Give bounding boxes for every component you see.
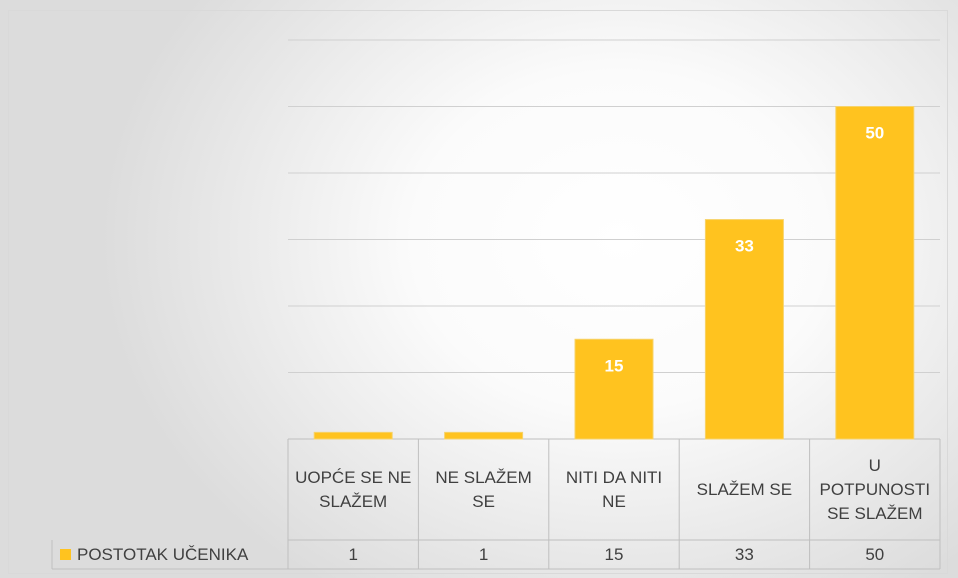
legend-label: POSTOTAK UČENIKA [77, 544, 249, 564]
chart-frame [8, 10, 948, 574]
bar [444, 431, 524, 440]
table-value: 33 [734, 544, 754, 564]
bar [313, 431, 393, 440]
bar [574, 338, 654, 440]
category-label: UOPĆE SE NE SLAŽEM [295, 467, 412, 511]
bar [835, 106, 915, 440]
data-label: 15 [605, 356, 624, 375]
table-value: 1 [478, 544, 489, 564]
data-label: 33 [735, 237, 754, 256]
table-value: 15 [604, 544, 624, 564]
category-label: NITI DA NITI NE [565, 467, 663, 511]
table-value: 1 [348, 544, 358, 564]
category-label: U POTPUNOSTI SE SLAŽEM [819, 455, 931, 523]
data-label: 50 [865, 124, 884, 143]
legend-swatch [60, 549, 71, 560]
table-value: 50 [865, 544, 885, 564]
category-label: SLAŽEM SE [696, 479, 793, 499]
category-label: NE SLAŽEM SE [435, 467, 532, 511]
bar [704, 219, 784, 440]
legend-entry: POSTOTAK UČENIKA [52, 540, 288, 569]
